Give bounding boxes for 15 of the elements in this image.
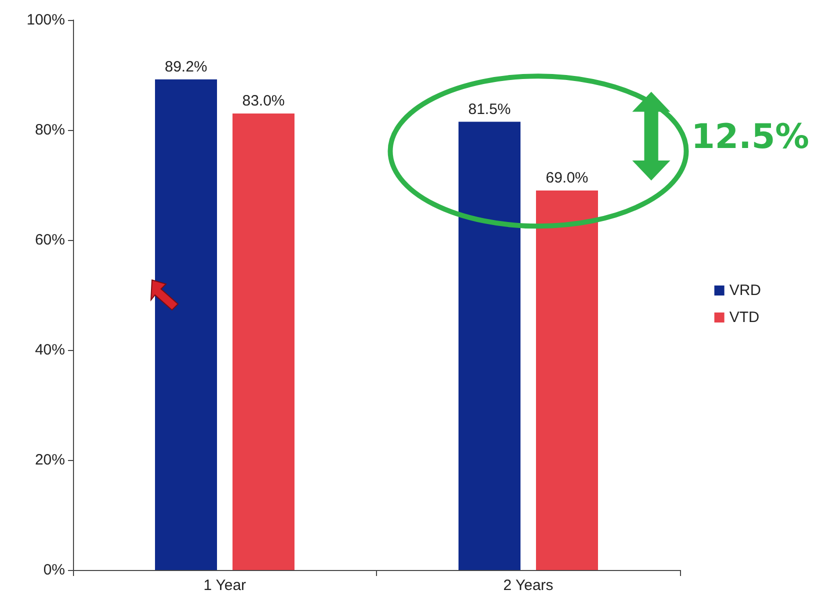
text: 12.5% bbox=[691, 117, 810, 158]
y-tick-label: 0% bbox=[43, 562, 65, 578]
data-label: 69.0% bbox=[546, 170, 588, 186]
y-tick-label: 40% bbox=[34, 342, 65, 358]
x-tick-label: 1 Year bbox=[203, 577, 246, 594]
y-tick-label: 80% bbox=[34, 122, 65, 138]
legend-label: VTD bbox=[729, 309, 760, 326]
data-label: 89.2% bbox=[164, 58, 208, 76]
y-tick-label: 60% bbox=[34, 232, 65, 248]
x-tick-label: 2 Years bbox=[503, 577, 554, 594]
legend-label: VRD bbox=[729, 282, 762, 299]
data-label: 81.5% bbox=[468, 100, 511, 118]
y-tick-label: 100% bbox=[26, 12, 65, 28]
data-label: 83.0% bbox=[242, 92, 285, 110]
y-tick-label: 20% bbox=[34, 452, 65, 468]
